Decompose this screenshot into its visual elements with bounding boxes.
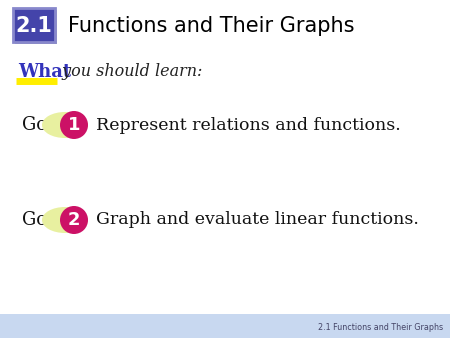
Ellipse shape <box>42 112 88 138</box>
Ellipse shape <box>42 207 88 233</box>
Text: Goal: Goal <box>22 211 63 229</box>
Text: 2: 2 <box>68 211 80 229</box>
Text: 1: 1 <box>68 116 80 134</box>
Text: Represent relations and functions.: Represent relations and functions. <box>96 117 401 134</box>
Text: 2.1: 2.1 <box>16 16 53 36</box>
Circle shape <box>60 206 88 234</box>
FancyBboxPatch shape <box>15 10 57 44</box>
Text: 2.1 Functions and Their Graphs: 2.1 Functions and Their Graphs <box>318 323 443 332</box>
Text: you should learn:: you should learn: <box>57 64 202 80</box>
Text: Graph and evaluate linear functions.: Graph and evaluate linear functions. <box>96 212 419 228</box>
Text: Goal: Goal <box>22 116 63 134</box>
FancyBboxPatch shape <box>13 8 55 42</box>
Text: Functions and Their Graphs: Functions and Their Graphs <box>68 16 355 36</box>
Bar <box>0 314 450 338</box>
Text: What: What <box>18 63 71 81</box>
Circle shape <box>60 111 88 139</box>
